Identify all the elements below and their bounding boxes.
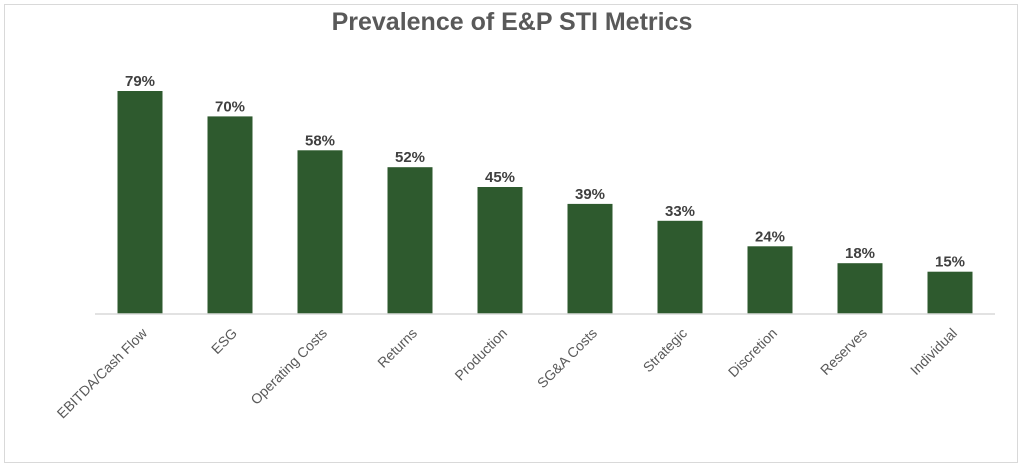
data-label-6: 33% xyxy=(665,203,695,220)
bar-6 xyxy=(657,220,703,314)
bar-3 xyxy=(387,167,433,314)
data-label-5: 39% xyxy=(575,186,605,203)
category-tick-label-3: Returns xyxy=(374,325,420,371)
data-labels-layer: 79% 70% 58% 52% 45% 39% 33% 24% 18% 15% xyxy=(125,73,965,271)
bar-2 xyxy=(297,150,343,314)
bar-1 xyxy=(207,116,253,315)
category-tick-label-1: ESG xyxy=(208,325,240,357)
bar-7 xyxy=(747,246,793,314)
category-tick-label-7: Discretion xyxy=(725,325,780,380)
data-label-1: 70% xyxy=(215,98,245,115)
data-label-9: 15% xyxy=(935,254,965,271)
data-label-2: 58% xyxy=(305,132,335,149)
category-tick-label-6: Strategic xyxy=(640,325,690,375)
bar-5 xyxy=(567,203,613,314)
bars-layer xyxy=(117,91,973,315)
category-tick-label-8: Reserves xyxy=(817,325,870,378)
bar-9 xyxy=(927,271,973,314)
data-label-7: 24% xyxy=(755,228,785,245)
category-ticks-layer: EBITDA/Cash Flow ESG Operating Costs Return… xyxy=(54,324,961,421)
bar-8 xyxy=(837,263,883,314)
data-label-0: 79% xyxy=(125,73,155,90)
category-tick-label-9: Individual xyxy=(907,325,960,378)
data-label-4: 45% xyxy=(485,169,515,186)
category-tick-label-0: EBITDA/Cash Flow xyxy=(54,324,151,421)
bar-4 xyxy=(477,187,523,314)
bar-0 xyxy=(117,91,163,314)
category-tick-label-4: Production xyxy=(451,325,510,384)
category-tick-label-2: Operating Costs xyxy=(247,325,330,408)
data-label-8: 18% xyxy=(845,245,875,262)
data-label-3: 52% xyxy=(395,149,425,166)
category-tick-label-5: SG&A Costs xyxy=(534,325,600,391)
chart-title: Prevalence of E&P STI Metrics xyxy=(331,8,693,36)
